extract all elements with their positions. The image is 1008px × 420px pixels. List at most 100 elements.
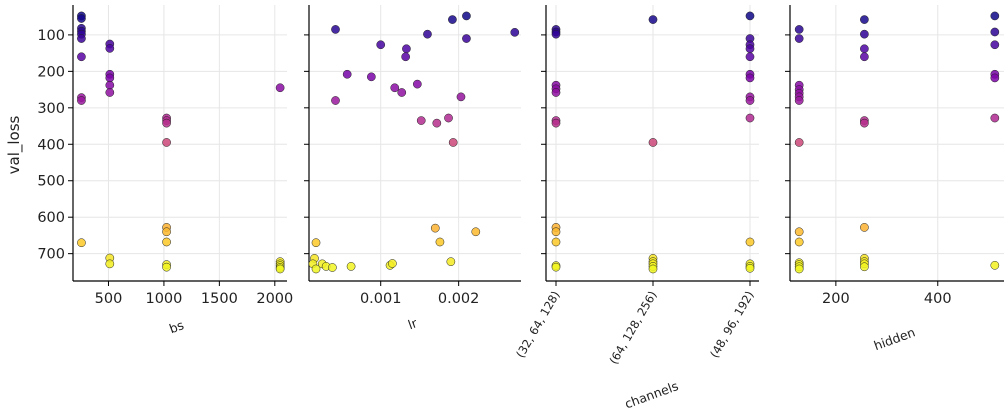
data-point	[794, 96, 804, 105]
data-point	[551, 237, 561, 247]
panels: 100 200 300 400 500 600 700 500 1000 1500 2000 bs 0.…	[37, 5, 1004, 411]
data-point	[162, 227, 171, 237]
data-point	[311, 264, 321, 274]
data-point	[860, 223, 869, 232]
data-point	[990, 40, 1000, 50]
data-point	[510, 27, 520, 37]
data-point	[990, 27, 1000, 37]
data-point	[77, 14, 86, 23]
data-point	[105, 88, 115, 97]
data-point	[860, 262, 869, 272]
y-tick-label: 200	[37, 64, 65, 80]
data-point	[402, 44, 411, 54]
panel-lr: 0.001 0.002 lr	[304, 5, 521, 332]
data-point	[432, 118, 442, 128]
data-point	[794, 264, 804, 274]
data-point	[275, 83, 285, 93]
data-point	[551, 29, 561, 39]
data-point	[551, 227, 561, 237]
data-point	[388, 259, 397, 268]
data-point	[745, 73, 755, 83]
data-point	[990, 113, 1000, 123]
data-point	[794, 25, 804, 34]
data-point	[551, 262, 561, 272]
data-point	[860, 118, 869, 128]
data-point	[990, 11, 1000, 21]
data-point	[745, 44, 755, 54]
y-tick-label: 700	[37, 247, 65, 263]
data-point	[342, 69, 352, 79]
x-tick-label: 400	[924, 291, 952, 307]
data-point	[367, 72, 376, 82]
x-tick-label: (32, 64, 128)	[513, 289, 563, 361]
x-tick-label: 1500	[201, 291, 238, 307]
data-point	[648, 138, 658, 147]
data-point	[162, 262, 171, 272]
data-point	[745, 263, 755, 273]
data-point	[346, 262, 356, 271]
data-point	[860, 44, 869, 54]
data-point	[745, 96, 755, 105]
data-point	[311, 238, 321, 248]
data-point	[551, 88, 561, 97]
y-tick-label: 100	[37, 28, 65, 44]
data-point	[794, 138, 804, 147]
y-tick-label: 400	[37, 137, 65, 153]
x-axis-label-hidden: hidden	[872, 324, 917, 353]
data-point	[745, 237, 755, 247]
data-point	[462, 11, 471, 21]
data-point	[446, 257, 456, 267]
data-point	[448, 138, 458, 147]
data-point	[397, 88, 407, 97]
data-point	[77, 52, 86, 62]
y-tick-label: 500	[37, 174, 65, 190]
x-axis-label-lr: lr	[406, 315, 420, 332]
data-point	[416, 116, 426, 125]
data-point	[648, 15, 658, 24]
data-point	[794, 34, 804, 43]
data-point	[331, 96, 340, 105]
x-tick-label: (64, 128, 256)	[606, 289, 659, 367]
data-point	[162, 237, 171, 247]
data-point	[462, 34, 471, 43]
panel-bs: 100 200 300 400 500 600 700 500 1000 1500 2000 bs	[37, 5, 293, 336]
panel-channels: (32, 64, 128) (64, 128, 256) (48, 96, 192)…	[513, 5, 759, 411]
data-point	[745, 113, 755, 123]
data-point	[105, 44, 115, 53]
data-point	[444, 113, 453, 123]
data-point	[471, 227, 481, 237]
data-point	[105, 259, 115, 269]
data-point	[860, 29, 869, 39]
data-point	[435, 237, 445, 247]
data-point	[860, 52, 869, 62]
x-tick-label: 0.002	[438, 291, 480, 307]
x-tick-label: 200	[822, 291, 850, 307]
x-axis-label-channels: channels	[623, 378, 681, 411]
data-point	[430, 223, 440, 233]
data-point	[401, 52, 410, 62]
y-tick-label: 600	[37, 210, 65, 226]
data-point	[77, 96, 86, 105]
data-point	[794, 237, 804, 247]
data-point	[77, 34, 86, 43]
x-tick-label: 1000	[145, 291, 182, 307]
data-point	[860, 15, 869, 24]
data-point	[328, 263, 337, 272]
x-tick-label: 2000	[256, 291, 293, 307]
x-tick-label: 500	[95, 291, 123, 307]
data-point	[794, 227, 804, 237]
data-point	[105, 80, 115, 90]
y-axis-label: val_loss	[5, 115, 24, 174]
data-point	[105, 73, 115, 83]
data-point	[77, 238, 86, 248]
data-point	[412, 79, 422, 89]
data-point	[331, 25, 340, 34]
data-point	[376, 40, 386, 50]
data-point	[423, 29, 432, 39]
data-point	[162, 138, 171, 147]
data-point	[448, 15, 457, 24]
x-axis-label-bs: bs	[167, 317, 186, 336]
y-tick-label: 300	[37, 101, 65, 117]
data-point	[456, 92, 466, 102]
